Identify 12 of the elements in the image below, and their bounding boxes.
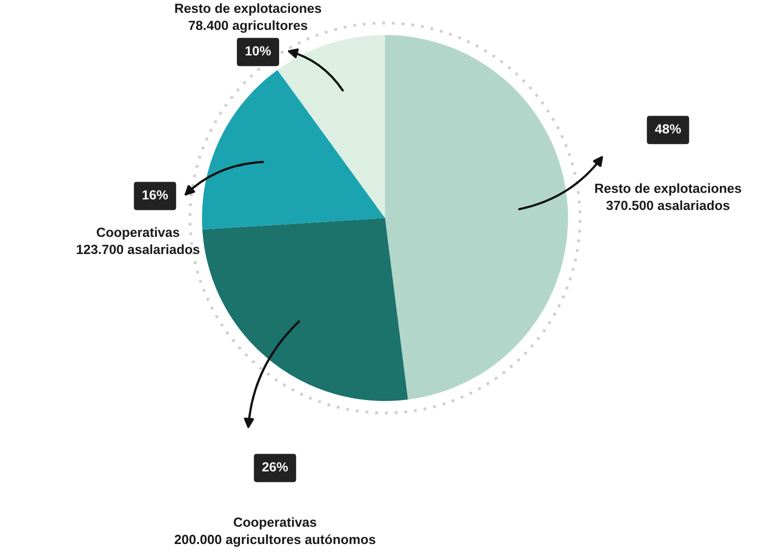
data-label: 10% bbox=[246, 46, 271, 56]
data-label: 16% bbox=[142, 190, 168, 200]
pie-slice bbox=[202, 70, 385, 230]
pie-slice bbox=[277, 35, 385, 218]
data-label: 26% bbox=[262, 462, 288, 472]
slice-label: Cooperativas 200.000 agricultores autónomos bbox=[174, 517, 376, 547]
data-label: 48% bbox=[654, 124, 681, 134]
pie-slice bbox=[385, 35, 568, 400]
slice-label: Cooperativas 123.700 asalariados bbox=[76, 227, 200, 254]
slice-label: Resto de explotaciones 78.400 agricultores bbox=[175, 3, 322, 33]
pie-slice bbox=[202, 218, 408, 401]
slice-label: Resto de explotaciones 370.500 asalariados bbox=[595, 183, 742, 210]
